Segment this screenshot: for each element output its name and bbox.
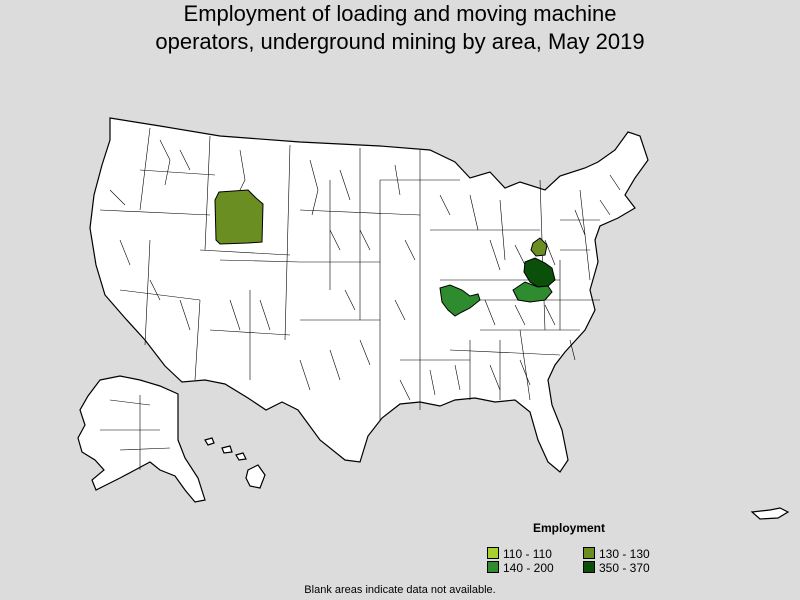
wyoming-area-130 <box>214 189 264 245</box>
legend-label: 350 - 370 <box>599 561 650 575</box>
highlighted-areas <box>214 189 556 317</box>
hawaii-islands <box>204 437 266 489</box>
legend-swatch <box>583 561 595 573</box>
legend-title: Employment <box>533 521 606 535</box>
boundary-line <box>99 127 600 420</box>
alaska-outline <box>77 375 206 503</box>
legend-label: 110 - 110 <box>503 547 552 561</box>
ohio-area-130 <box>530 237 548 257</box>
legend-item-140-200: 140 - 200 <box>487 561 554 575</box>
legend-label: 130 - 130 <box>599 547 650 561</box>
boundary-line <box>109 139 621 401</box>
legend-item-110-110: 110 - 110 <box>487 547 552 561</box>
footnote: Blank areas indicate data not available. <box>304 584 496 596</box>
illinois-indiana-area-140-200 <box>439 284 481 317</box>
legend-swatch <box>487 547 499 559</box>
title-line-1: Employment of loading and moving machine <box>183 1 617 26</box>
page-title: Employment of loading and moving machine… <box>0 0 800 56</box>
legend-swatch <box>487 561 499 573</box>
alaska-boundaries <box>100 395 171 470</box>
kentucky-virginia-area-140-200 <box>512 281 553 303</box>
west-virginia-area-350-370 <box>523 257 556 288</box>
legend-label: 140 - 200 <box>503 561 554 575</box>
area-boundaries <box>99 127 621 420</box>
legend-item-350-370: 350 - 370 <box>583 561 650 575</box>
title-line-2: operators, underground mining by area, M… <box>155 29 645 54</box>
puerto-rico-outline <box>750 507 790 520</box>
legend-item-130-130: 130 - 130 <box>583 547 650 561</box>
legend-swatch <box>583 547 595 559</box>
